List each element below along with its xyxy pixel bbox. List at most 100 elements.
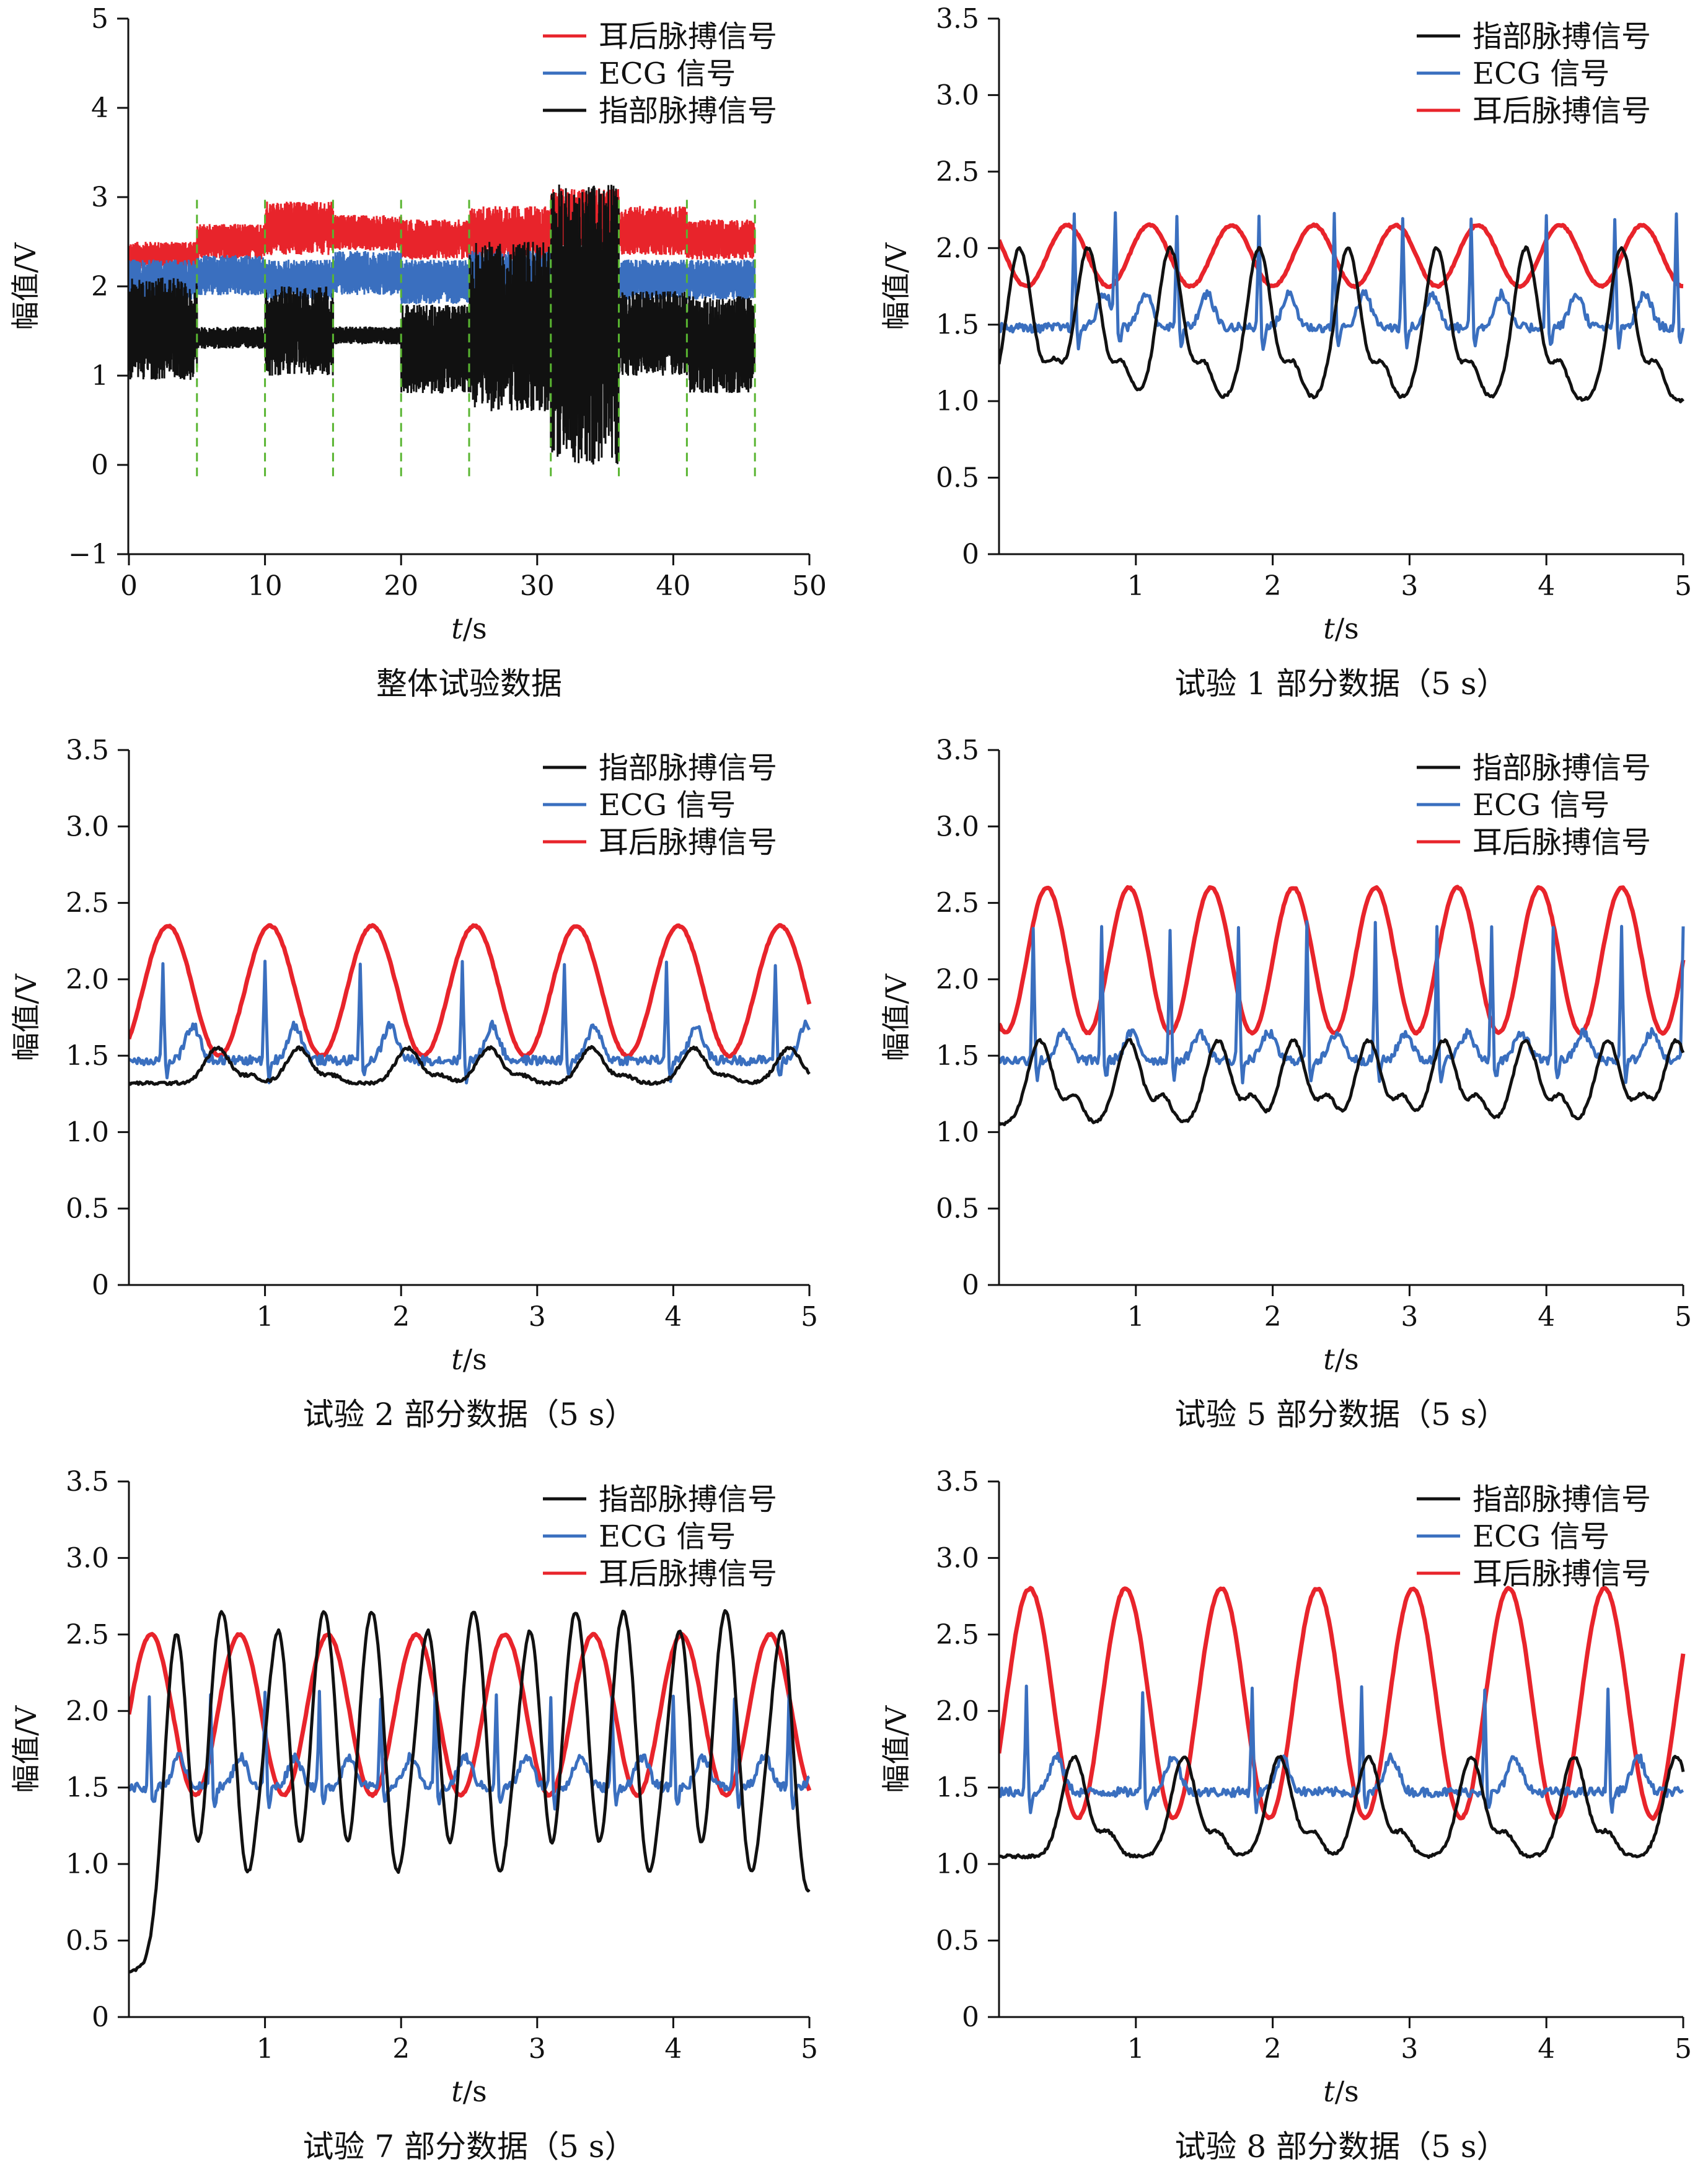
- x-tick-label: 4: [664, 2033, 682, 2065]
- y-tick-label: 1.0: [66, 1848, 109, 1880]
- x-tick-label: 2: [1264, 2033, 1282, 2065]
- y-tick-label: 3.0: [936, 1542, 979, 1574]
- x-axis-title: t/s: [451, 2075, 487, 2108]
- y-axis-title: 幅值/V: [9, 1705, 43, 1793]
- x-axis-title-unit: /s: [463, 2075, 487, 2108]
- x-axis-title-unit: /s: [1335, 612, 1359, 645]
- series-line-2: [999, 920, 1685, 1085]
- y-tick-label: 0: [91, 449, 108, 481]
- panel-caption: 试验 1 部分数据（5 s）: [1175, 666, 1508, 702]
- legend-label-1: 指部脉搏信号: [1472, 19, 1651, 54]
- x-tick-label: 1: [257, 2033, 274, 2065]
- series-line-1: [129, 1609, 811, 1974]
- y-tick-label: 3.0: [66, 1542, 109, 1574]
- x-tick-label: 4: [1538, 570, 1555, 602]
- series-layer: [999, 885, 1686, 1126]
- legend-label-1: 指部脉搏信号: [599, 751, 777, 785]
- series-line-2: [129, 250, 756, 304]
- x-tick-label: 1: [1127, 1301, 1145, 1333]
- series-layer: [129, 923, 812, 1087]
- legend-label-2: ECG 信号: [599, 1519, 736, 1554]
- y-tick-label: 0: [962, 2002, 979, 2033]
- series-line-1: [999, 1038, 1685, 1126]
- y-tick-label: 2: [91, 271, 108, 302]
- series-layer: [129, 184, 756, 465]
- y-tick-label: 2.0: [66, 964, 109, 996]
- series-line-2: [129, 960, 811, 1085]
- x-tick-label: 3: [1401, 570, 1418, 602]
- legend-label-3: 耳后脉搏信号: [1472, 94, 1651, 128]
- x-axis-title: t/s: [451, 612, 487, 645]
- y-axis-title: 幅值/V: [879, 242, 913, 330]
- x-tick-label: 50: [792, 570, 827, 602]
- x-axis-title: t/s: [1323, 612, 1359, 645]
- x-tick-label: 3: [1401, 2033, 1418, 2065]
- x-axis-title-unit: /s: [463, 1343, 487, 1376]
- series-line-1: [999, 1755, 1685, 1860]
- y-tick-label: 1.5: [936, 1040, 979, 1072]
- legend-label-3: 耳后脉搏信号: [1472, 1556, 1651, 1591]
- series-layer: [999, 1586, 1686, 1860]
- x-tick-label: 3: [529, 1301, 546, 1333]
- x-axis-title: t/s: [1323, 1343, 1359, 1376]
- series-line-2: [999, 1684, 1684, 1814]
- legend-label-1: 指部脉搏信号: [1472, 751, 1651, 785]
- x-axis-title-var: t: [1323, 1343, 1335, 1376]
- x-axis-title-var: t: [1323, 2075, 1335, 2108]
- x-axis-title: t/s: [1323, 2075, 1359, 2108]
- y-tick-label: 3.5: [66, 1466, 109, 1498]
- legend-label-2: ECG 信号: [599, 788, 736, 823]
- series-line-3: [999, 1586, 1686, 1821]
- x-tick-label: 20: [384, 570, 418, 602]
- x-axis-title-unit: /s: [463, 612, 487, 645]
- legend-label-1: 耳后脉搏信号: [599, 19, 777, 54]
- y-tick-label: 0.5: [66, 1193, 109, 1225]
- x-tick-label: 5: [1675, 570, 1692, 602]
- legend-label-2: ECG 信号: [1472, 1519, 1609, 1554]
- chart-panel-6: 0 0.5 1.0 1.5 2.0 2.5 3.0 3.5 1 2 3 4 5 幅值/V t/s 试验 8 部…: [879, 1466, 1692, 2165]
- y-tick-label: 0.5: [936, 1925, 979, 1957]
- x-tick-label: 3: [529, 2033, 546, 2065]
- y-tick-label: 5: [91, 3, 108, 35]
- series-line-3: [999, 885, 1686, 1036]
- y-tick-label: 2.0: [936, 1695, 979, 1727]
- legend-label-3: 指部脉搏信号: [599, 94, 777, 128]
- y-tick-label: 3.5: [66, 735, 109, 766]
- y-tick-label: 2.0: [936, 232, 979, 264]
- y-tick-label: 2.5: [936, 1619, 979, 1651]
- y-tick-label: 1.5: [936, 309, 979, 341]
- y-tick-label: 1.5: [66, 1772, 109, 1804]
- x-tick-label: 1: [1127, 2033, 1145, 2065]
- y-tick-label: 3.0: [66, 811, 109, 842]
- y-tick-label: 3.0: [936, 79, 979, 111]
- series-line-3: [129, 923, 812, 1059]
- series-line-3: [129, 1631, 812, 1798]
- y-tick-label: 1.5: [66, 1040, 109, 1072]
- y-tick-label: 0: [962, 1269, 979, 1301]
- x-tick-label: 0: [120, 570, 138, 602]
- y-axis-title: 幅值/V: [879, 973, 913, 1061]
- y-tick-label: 1: [91, 360, 108, 392]
- y-tick-label: 2.5: [936, 888, 979, 919]
- x-tick-label: 4: [1538, 2033, 1555, 2065]
- legend-label-2: ECG 信号: [1472, 56, 1609, 91]
- y-tick-label: 0.5: [66, 1925, 109, 1957]
- y-tick-label: 2.5: [936, 156, 979, 188]
- y-tick-label: 2.5: [66, 1619, 109, 1651]
- legend-label-1: 指部脉搏信号: [1472, 1482, 1651, 1517]
- chart-panel-5: 0 0.5 1.0 1.5 2.0 2.5 3.0 3.5 1 2 3 4 5 幅值/V t/s 试验 7 部…: [9, 1466, 818, 2165]
- x-tick-label: 4: [1538, 1301, 1555, 1333]
- series-line-2: [129, 1690, 811, 1811]
- x-tick-label: 2: [392, 2033, 410, 2065]
- y-axis-title: 幅值/V: [9, 242, 42, 330]
- x-tick-label: 1: [1127, 570, 1145, 602]
- x-axis-title-var: t: [451, 2075, 463, 2108]
- series-layer: [999, 211, 1685, 404]
- y-tick-label: 0: [92, 1269, 109, 1301]
